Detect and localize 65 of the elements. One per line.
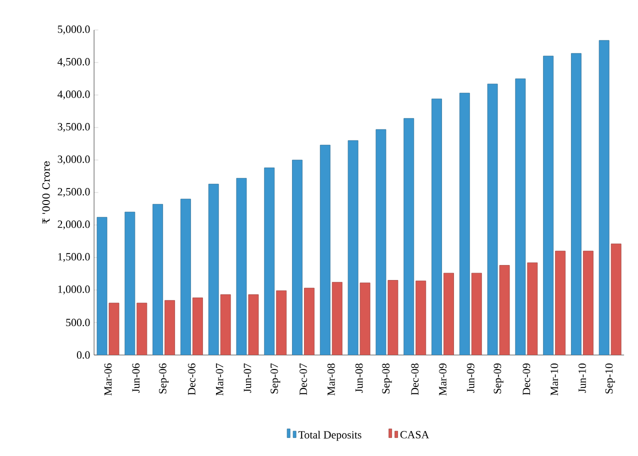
bar <box>598 40 610 355</box>
y-tick-label: 3,500.0 <box>58 123 90 132</box>
bar <box>320 144 330 355</box>
y-tick-label: 1,000.0 <box>58 286 90 294</box>
y-tick-label: 5,000.0 <box>58 26 90 34</box>
bar <box>220 294 231 355</box>
y-tick-label: 0.0 <box>76 351 90 359</box>
bar <box>459 92 470 355</box>
bar <box>543 56 554 355</box>
x-tick-label: Sep-06 <box>158 363 169 394</box>
bar <box>571 53 582 355</box>
y-axis-title: ₹ '000 Crore <box>42 161 50 224</box>
bar <box>180 198 191 355</box>
x-tick-label: Jun-08 <box>355 364 363 393</box>
bar <box>276 290 287 355</box>
bar <box>264 168 275 355</box>
x-tick-label: Jun-09 <box>466 364 474 393</box>
x-tick-label: Sep-09 <box>494 364 504 394</box>
y-tick-label: 4,000.0 <box>58 90 90 100</box>
bar <box>487 84 498 355</box>
bar <box>292 160 302 355</box>
x-tick-label: Mar-07 <box>216 363 224 396</box>
bar <box>348 140 358 355</box>
bar <box>332 282 342 355</box>
bar <box>515 78 526 355</box>
bar <box>583 250 594 355</box>
y-tick-label: 500.0 <box>66 318 90 326</box>
bar <box>432 98 442 355</box>
legend-label: Total Deposits <box>298 430 362 441</box>
x-tick-label: Jun-06 <box>132 363 140 393</box>
x-tick-label: Mar-06 <box>104 363 112 396</box>
bar <box>610 244 622 355</box>
bar <box>152 204 163 355</box>
bar <box>208 184 219 355</box>
bar <box>236 178 247 355</box>
bar <box>444 272 454 355</box>
bar <box>124 212 136 355</box>
y-tick-label: 2,000.0 <box>58 220 90 230</box>
x-tick-label: Dec-08 <box>411 364 419 396</box>
y-tick-label: 3,000.0 <box>58 156 90 164</box>
x-tick-label: Sep-07 <box>270 363 280 394</box>
x-tick-label: Mar-09 <box>439 364 446 396</box>
x-tick-label: Sep-08 <box>382 364 392 394</box>
legend-label: CASA <box>400 431 430 438</box>
bar <box>164 300 175 355</box>
bar <box>555 250 566 355</box>
bar <box>404 118 414 355</box>
bar <box>136 302 148 355</box>
x-tick-label: Jun-10 <box>578 364 586 393</box>
y-tick-label: 1,500.0 <box>58 253 90 262</box>
y-tick-label: 2,500.0 <box>58 188 90 197</box>
x-tick-label: Dec-07 <box>300 363 307 396</box>
x-tick-label: Mar-08 <box>327 364 335 396</box>
x-tick-label: Sep-10 <box>605 364 615 394</box>
bar <box>471 272 482 355</box>
bar <box>376 129 386 355</box>
bar <box>192 298 203 355</box>
bar <box>304 288 314 355</box>
x-tick-label: Dec-09 <box>522 364 530 396</box>
x-tick-label: Dec-06 <box>188 363 196 396</box>
y-tick-label: 4,500.0 <box>58 58 90 67</box>
bar <box>527 262 538 355</box>
x-tick-label: Mar-10 <box>550 364 558 396</box>
x-tick-label: Jun-07 <box>244 363 252 393</box>
bar <box>416 280 426 355</box>
